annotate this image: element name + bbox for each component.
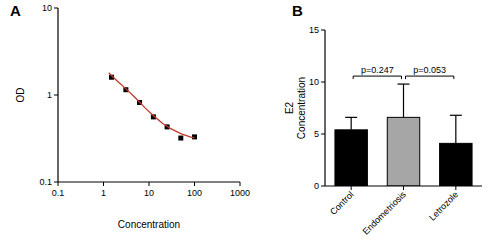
- y-axis-label: E2: [284, 101, 295, 114]
- error-cap: [398, 83, 410, 84]
- error-cap: [450, 115, 462, 116]
- panel-b: B 0 5 10 15 E2Concentration ControlEndometrios…: [284, 2, 482, 237]
- x-tick-label: Control: [328, 189, 356, 217]
- p-value: p=0.247: [361, 65, 394, 75]
- x-tick: [149, 182, 150, 186]
- y-axis-label: OD: [15, 88, 26, 103]
- data-point: [178, 136, 183, 141]
- x-tick: [103, 182, 104, 186]
- x-tick: [240, 182, 241, 186]
- x-tick-label: 100: [187, 188, 202, 198]
- y-axis: [324, 30, 325, 186]
- figure: A 0.1 1 10 0.1 1 10 100 1000 Concentration OD B 0 5 10…: [0, 0, 500, 243]
- y-axis: [57, 8, 58, 182]
- x-tick: [351, 186, 352, 190]
- p-value: p=0.053: [413, 65, 446, 75]
- error-cap: [345, 117, 357, 118]
- error-bar: [450, 115, 462, 143]
- y-tick-label: 10: [309, 77, 319, 87]
- x-tick: [194, 182, 195, 186]
- bar: [335, 130, 367, 186]
- error-bar: [345, 117, 357, 129]
- plot-area: [109, 73, 197, 141]
- data-point: [192, 134, 197, 139]
- y-tick-label: 10: [42, 3, 52, 13]
- x-tick: [58, 182, 59, 186]
- error-line: [403, 84, 404, 117]
- x-tick: [403, 186, 404, 190]
- x-tick-label: 0.1: [52, 188, 65, 198]
- error-line: [351, 117, 352, 129]
- y-tick-label: 0.1: [39, 177, 52, 187]
- y-tick-label: 5: [314, 129, 319, 139]
- panel-title: B: [292, 2, 303, 19]
- bar: [440, 143, 472, 186]
- x-tick-label: 10: [144, 188, 154, 198]
- significance-bracket: [406, 76, 454, 79]
- x-axis-label: Concentration: [118, 219, 180, 230]
- bar: [387, 117, 419, 186]
- y-axis-label: Concentration: [296, 77, 307, 139]
- y-tick-label: 0: [314, 181, 319, 191]
- x-tick-label: 1000: [230, 188, 250, 198]
- error-bar: [398, 84, 410, 117]
- y-tick-label: 15: [309, 25, 319, 35]
- x-tick-label: 1: [101, 188, 106, 198]
- error-line: [455, 115, 456, 143]
- fit-curve: [109, 73, 195, 138]
- y-tick-label: 1: [47, 90, 52, 100]
- significance-bracket: [353, 76, 401, 79]
- plot-area: [335, 84, 472, 186]
- x-tick: [455, 186, 456, 190]
- panel-title: A: [10, 2, 21, 19]
- x-axis: [58, 181, 240, 182]
- x-tick-label: Endometriosis: [361, 189, 409, 237]
- x-tick-label: Letrozole: [427, 189, 460, 222]
- panel-a: A 0.1 1 10 0.1 1 10 100 1000 Concentration OD: [10, 2, 250, 230]
